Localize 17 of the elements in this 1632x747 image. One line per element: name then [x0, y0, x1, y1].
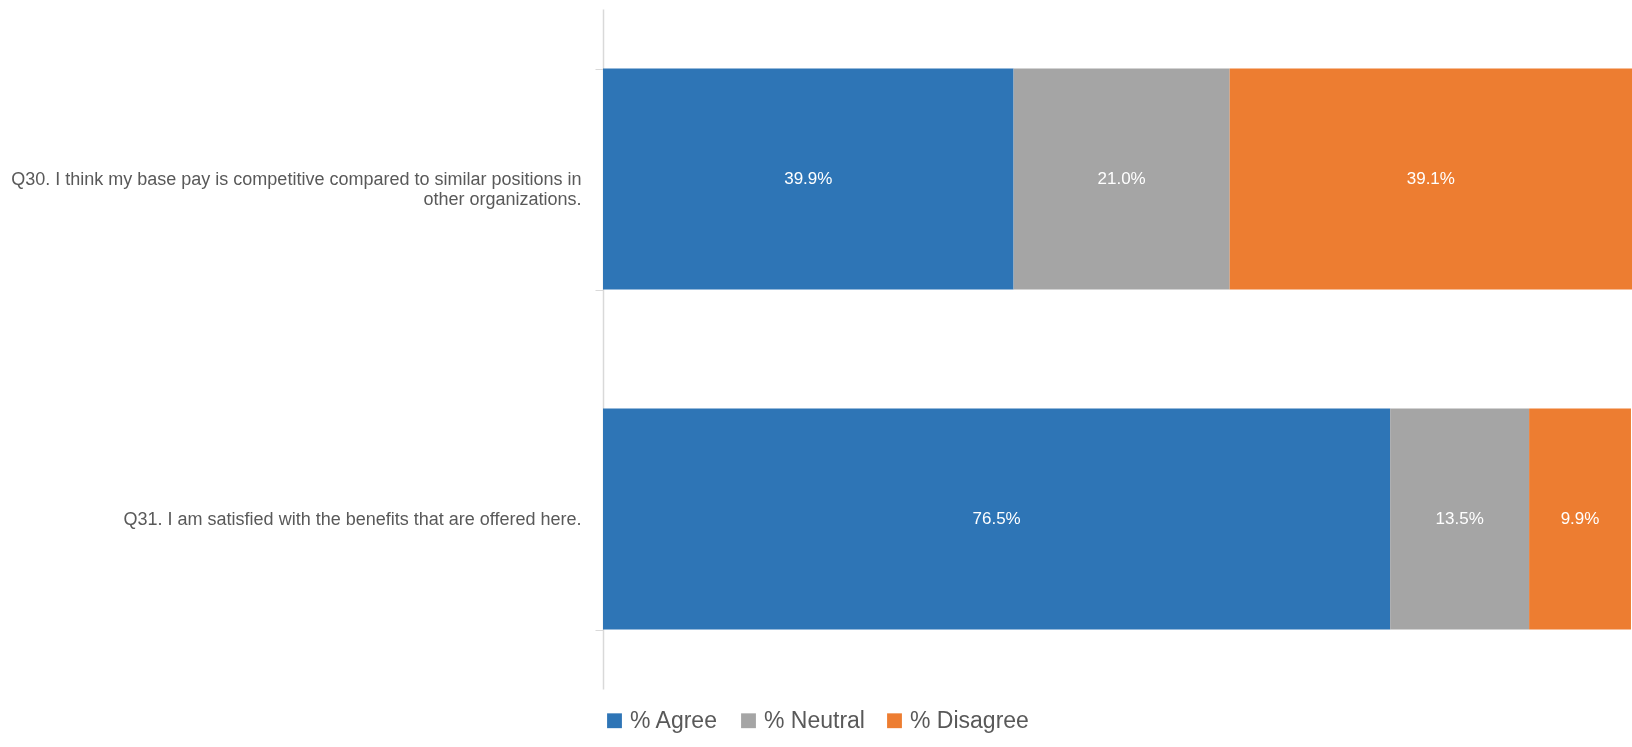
legend-label: % Disagree [910, 706, 1029, 733]
data-label: 39.9% [784, 169, 833, 188]
data-label: 76.5% [972, 509, 1021, 528]
legend-label: % Agree [630, 706, 717, 733]
data-label: 13.5% [1435, 509, 1484, 528]
legend-label: % Neutral [764, 706, 865, 733]
bar [1529, 408, 1631, 630]
y-tick-label: Q31. I am satisfied with the benefits that are offered here. [123, 508, 582, 529]
bar [603, 68, 1014, 290]
bar [603, 408, 1391, 630]
data-label: 39.1% [1406, 169, 1455, 188]
data-label: 21.0% [1097, 169, 1146, 188]
data-label: 9.9% [1560, 509, 1600, 528]
bar [1229, 68, 1632, 290]
bar [1390, 408, 1530, 630]
bar [1013, 68, 1230, 290]
y-tick-label: Q30. I think my base pay is competitive compared to similar positions in other organizations. [11, 168, 582, 209]
